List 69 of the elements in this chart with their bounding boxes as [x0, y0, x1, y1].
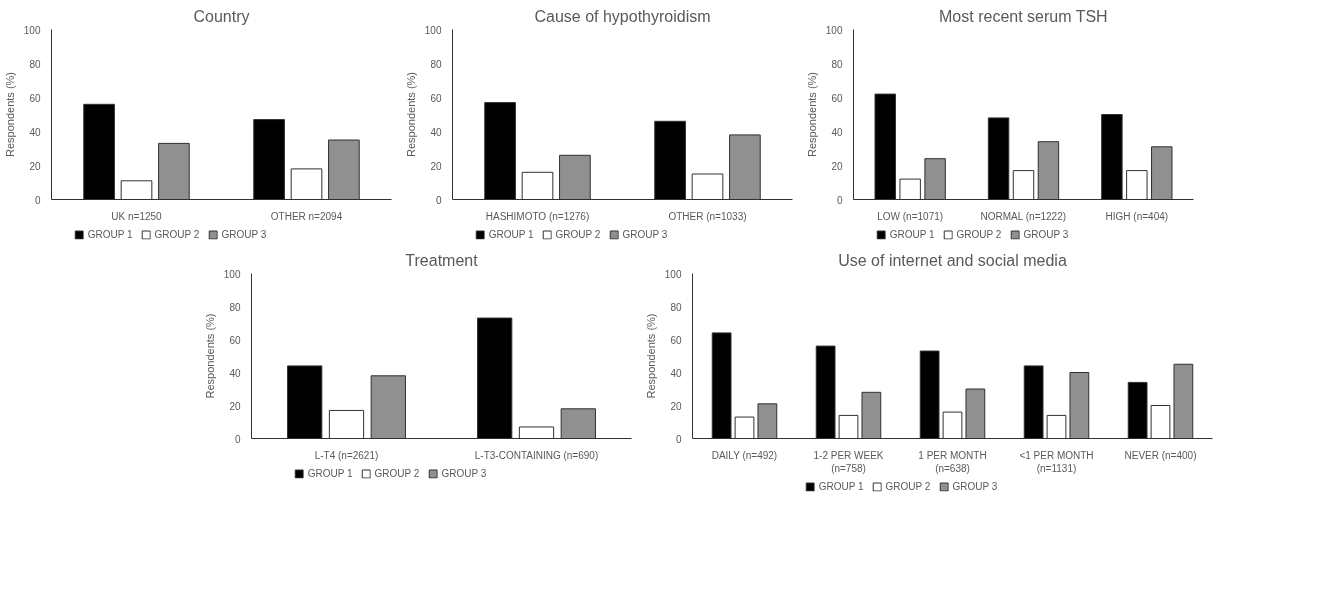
x-tick-label: 1 PER MONTH (n=638)	[918, 449, 987, 474]
y-tick-label: 40	[430, 126, 442, 138]
y-tick-label: 100	[23, 24, 41, 36]
y-tick-label: 20	[670, 400, 682, 412]
x-tick-label: NEVER (n=400)	[1124, 449, 1197, 461]
legend-label: GROUP 2	[956, 228, 1002, 240]
y-tick-label: 100	[223, 268, 241, 280]
chart-title: Treatment	[405, 251, 479, 269]
y-tick-label: 40	[229, 367, 241, 379]
y-tick-label: 40	[670, 367, 682, 379]
y-tick-label: 0	[435, 194, 442, 206]
y-axis-title: Respondents (%)	[404, 71, 417, 157]
legend-label: GROUP 2	[885, 480, 931, 492]
y-tick-label: 0	[836, 194, 843, 206]
legend-label: GROUP 1	[307, 467, 353, 479]
y-tick-label: 20	[29, 160, 41, 172]
x-tick-label: UK n=1250	[111, 210, 163, 222]
x-tick-label: HASHIMOTO (n=1276)	[485, 210, 590, 222]
y-tick-label: 60	[229, 334, 241, 346]
x-tick-label: L-T4 (n=2621)	[314, 449, 379, 461]
y-tick-label: 0	[34, 194, 41, 206]
x-tick-label: 1-2 PER WEEK (n=758)	[813, 449, 884, 474]
legend-label: GROUP 1	[87, 228, 133, 240]
y-axis-title: Respondents (%)	[3, 71, 16, 157]
y-tick-label: 20	[229, 400, 241, 412]
legend-label: GROUP 1	[818, 480, 864, 492]
y-tick-label: 0	[234, 433, 241, 445]
y-axis-title: Respondents (%)	[644, 313, 657, 399]
y-tick-label: 80	[430, 58, 442, 70]
y-tick-label: 80	[670, 301, 682, 313]
x-tick-label: OTHER n=2094	[270, 210, 343, 222]
chart-title: Cause of hypothyroidism	[534, 7, 711, 25]
x-tick-label: OTHER (n=1033)	[668, 210, 747, 222]
legend-label: GROUP 2	[555, 228, 601, 240]
y-tick-label: 20	[831, 160, 843, 172]
legend-label: GROUP 3	[1023, 228, 1069, 240]
x-tick-label: L-T3-CONTAINING (n=690)	[474, 449, 599, 461]
y-axis-title: Respondents (%)	[805, 71, 818, 157]
y-tick-label: 100	[424, 24, 442, 36]
y-tick-label: 60	[29, 92, 41, 104]
legend-label: GROUP 3	[221, 228, 267, 240]
y-tick-label: 60	[831, 92, 843, 104]
legend-label: GROUP 1	[889, 228, 935, 240]
y-tick-label: 80	[831, 58, 843, 70]
y-tick-label: 60	[670, 334, 682, 346]
y-tick-label: 0	[675, 433, 682, 445]
y-axis-title: Respondents (%)	[203, 313, 216, 399]
chart-title: Most recent serum TSH	[939, 7, 1108, 25]
legend-label: GROUP 2	[374, 467, 420, 479]
x-tick-label: <1 PER MONTH (n=1131)	[1019, 449, 1094, 474]
chart-title: Use of internet and social media	[838, 251, 1067, 269]
chart-title: Country	[193, 7, 250, 25]
legend-label: GROUP 3	[441, 467, 487, 479]
x-tick-label: HIGH (n=404)	[1105, 210, 1169, 222]
legend-label: GROUP 1	[488, 228, 534, 240]
y-tick-label: 20	[430, 160, 442, 172]
y-tick-label: 100	[664, 268, 682, 280]
y-tick-label: 60	[430, 92, 442, 104]
x-tick-label: LOW (n=1071)	[877, 210, 944, 222]
y-tick-label: 40	[831, 126, 843, 138]
legend-label: GROUP 3	[952, 480, 998, 492]
y-tick-label: 80	[229, 301, 241, 313]
legend-label: GROUP 2	[154, 228, 200, 240]
y-tick-label: 100	[825, 24, 843, 36]
x-tick-label: DAILY (n=492)	[711, 449, 778, 461]
y-tick-label: 40	[29, 126, 41, 138]
legend-label: GROUP 3	[622, 228, 668, 240]
x-tick-label: NORMAL (n=1222)	[980, 210, 1067, 222]
y-tick-label: 80	[29, 58, 41, 70]
